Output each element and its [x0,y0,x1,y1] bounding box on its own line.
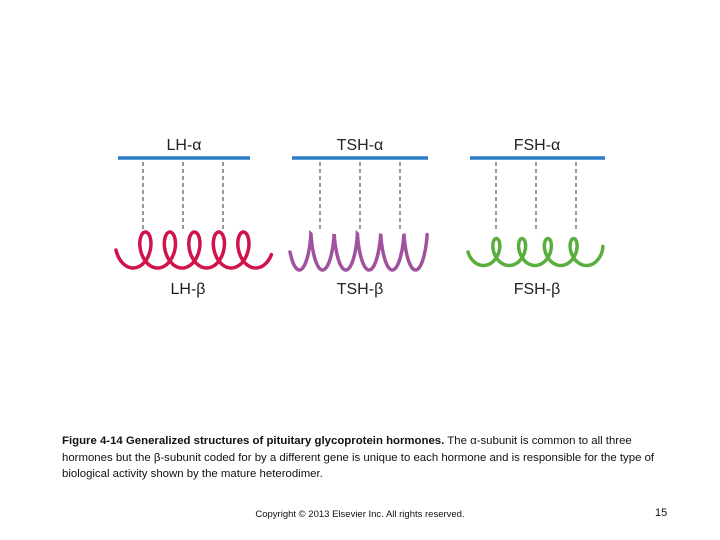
alpha-label: LH-α [166,137,201,154]
caption: Figure 4-14 Generalized structures of pi… [62,433,662,483]
alpha-label: TSH-α [337,137,384,154]
alpha-label: FSH-α [514,137,561,154]
beta-chain [466,236,605,268]
beta-chain [288,229,429,272]
page-number: 15 [655,507,668,519]
copyright: Copyright © 2013 Elsevier Inc. All right… [255,509,465,520]
beta-label: FSH-β [514,281,561,298]
caption-title: Figure 4-14 Generalized structures of pi… [62,435,445,447]
disulfide-links [142,162,577,232]
diagram: LH-α TSH-α FSH-α LH-β TSH-β FSH-β [114,137,605,298]
beta-label: LH-β [171,281,206,298]
beta-chain [114,230,274,270]
beta-label: TSH-β [337,281,384,298]
caption-body: The α-subunit is common to all three hor… [62,435,655,481]
